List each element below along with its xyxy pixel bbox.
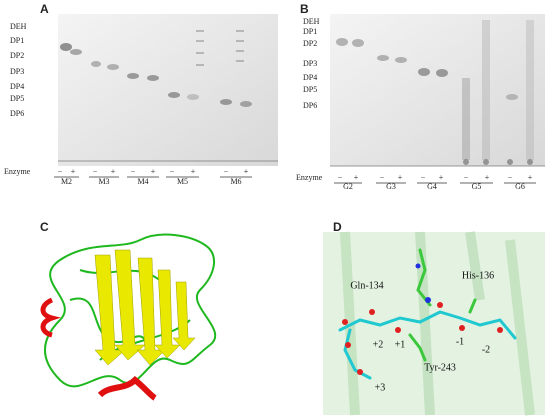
sign: + bbox=[111, 167, 116, 176]
ladder-label: DP5 bbox=[10, 94, 24, 103]
group-label: M5 bbox=[177, 177, 188, 186]
sign: − bbox=[508, 173, 513, 182]
row-label: Enzyme bbox=[4, 167, 31, 176]
ladder-label: DP3 bbox=[10, 67, 24, 76]
ladder-label: DP1 bbox=[303, 27, 317, 36]
ladder-label: DP5 bbox=[303, 85, 317, 94]
sign: − bbox=[224, 167, 229, 176]
ladder-label: DP6 bbox=[10, 109, 24, 118]
panel-label: A bbox=[40, 2, 49, 16]
subsite-label: -1 bbox=[456, 336, 464, 347]
sign: + bbox=[439, 173, 444, 182]
sign: + bbox=[354, 173, 359, 182]
sign: − bbox=[338, 173, 343, 182]
subsite-label: +2 bbox=[373, 339, 384, 350]
panel-label: B bbox=[300, 2, 309, 16]
group-label: M6 bbox=[230, 177, 241, 186]
sign: − bbox=[131, 167, 136, 176]
active-site bbox=[323, 231, 545, 416]
subsite-label: +3 bbox=[375, 382, 386, 393]
sign: + bbox=[528, 173, 533, 182]
group-label: G6 bbox=[515, 182, 525, 191]
group-label: G4 bbox=[427, 182, 437, 191]
panel-label: C bbox=[40, 220, 49, 234]
group-label: M2 bbox=[61, 177, 72, 186]
ladder-label: DP4 bbox=[10, 82, 24, 91]
subsite-label: -2 bbox=[482, 344, 490, 355]
ladder-label: DEH bbox=[10, 22, 27, 31]
sign: − bbox=[464, 173, 469, 182]
ladder-label: DP2 bbox=[303, 39, 317, 48]
sign: − bbox=[170, 167, 175, 176]
group-label: M3 bbox=[98, 177, 109, 186]
tlc-plate-b bbox=[330, 14, 545, 167]
sign: + bbox=[191, 167, 196, 176]
residue-label: Tyr-243 bbox=[424, 362, 456, 373]
sign: − bbox=[421, 173, 426, 182]
sign: − bbox=[93, 167, 98, 176]
subsite-label: +1 bbox=[395, 339, 406, 350]
ladder-label: DP2 bbox=[10, 51, 24, 60]
group-label: G3 bbox=[386, 182, 396, 191]
residue-label: His-136 bbox=[462, 270, 494, 281]
sign: − bbox=[58, 167, 63, 176]
tlc-plate-a bbox=[58, 14, 278, 166]
panel-label: D bbox=[333, 220, 342, 234]
sign: + bbox=[71, 167, 76, 176]
ladder-label: DP1 bbox=[10, 36, 24, 45]
ladder-label: DP4 bbox=[303, 73, 317, 82]
group-label: M4 bbox=[137, 177, 148, 186]
ladder-label: DP3 bbox=[303, 59, 317, 68]
sign: + bbox=[485, 173, 490, 182]
group-label: G2 bbox=[343, 182, 353, 191]
ladder-label: DEH bbox=[303, 17, 320, 26]
group-label: G5 bbox=[472, 182, 482, 191]
protein-cartoon bbox=[40, 233, 217, 401]
sign: − bbox=[380, 173, 385, 182]
sign: + bbox=[151, 167, 156, 176]
ladder-label: DP6 bbox=[303, 101, 317, 110]
sign: + bbox=[244, 167, 249, 176]
residue-label: Gln-134 bbox=[350, 280, 383, 291]
row-label: Enzyme bbox=[296, 173, 323, 182]
sign: + bbox=[398, 173, 403, 182]
